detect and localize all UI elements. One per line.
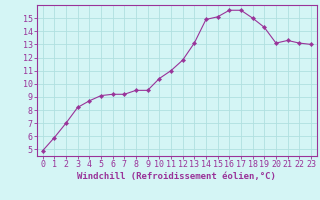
X-axis label: Windchill (Refroidissement éolien,°C): Windchill (Refroidissement éolien,°C) [77,172,276,181]
